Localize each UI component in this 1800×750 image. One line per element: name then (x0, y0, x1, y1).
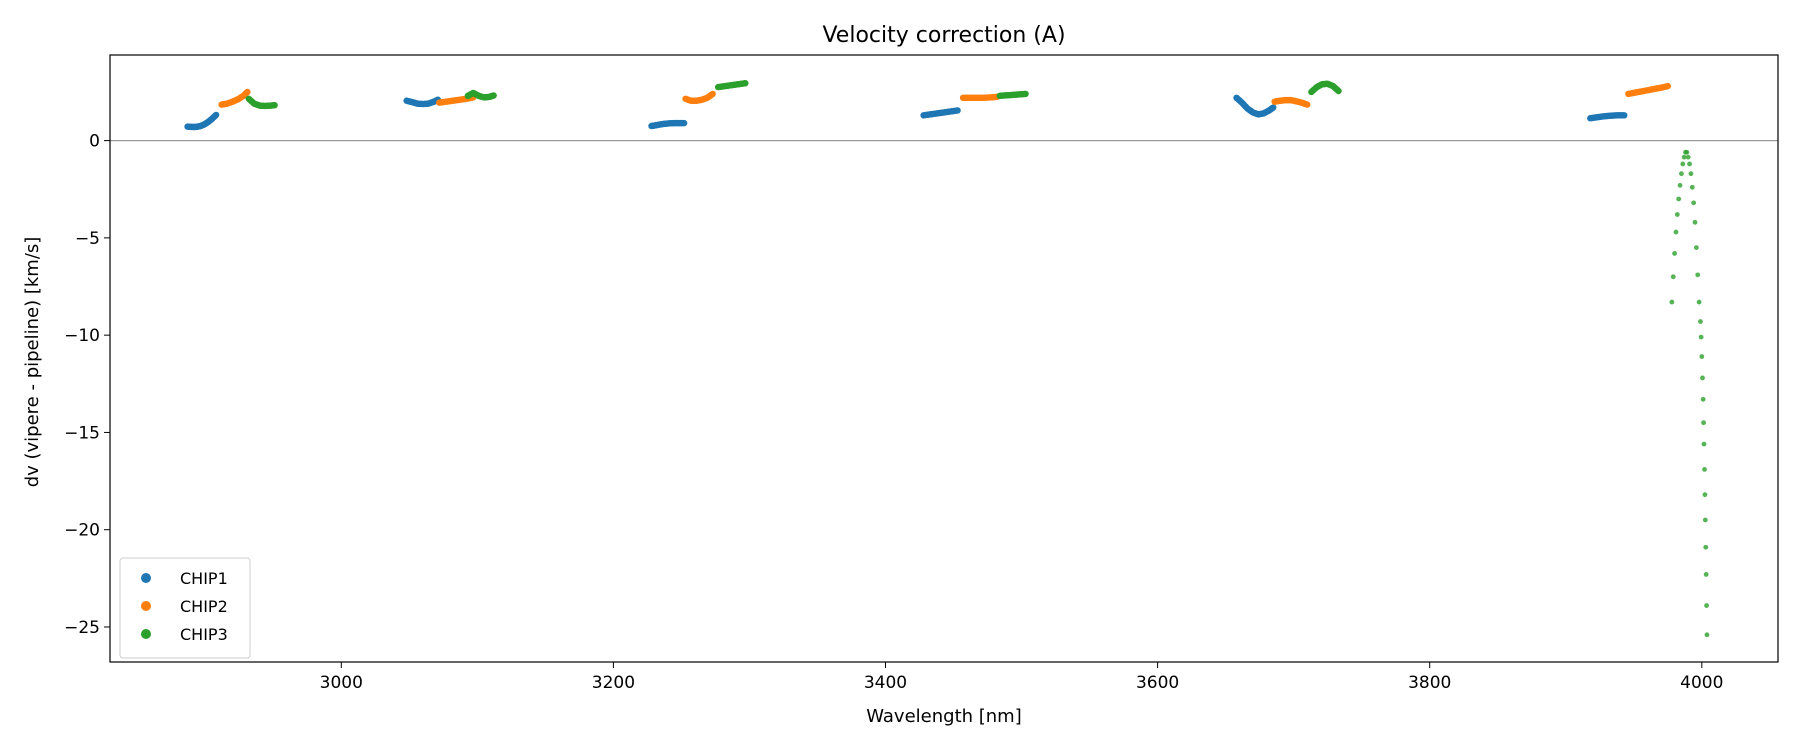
data-point (1684, 149, 1690, 155)
legend-marker-chip2 (141, 601, 151, 611)
data-point (1698, 319, 1703, 324)
y-tick-label: −20 (64, 521, 100, 541)
data-point (709, 90, 716, 98)
data-point (1703, 544, 1709, 550)
data-point (1664, 82, 1671, 90)
data-point (1672, 251, 1678, 256)
data-point (1696, 299, 1702, 305)
x-tick-label: 3600 (1136, 673, 1179, 693)
series-chip3 (245, 80, 1710, 638)
data-point (1700, 375, 1705, 381)
x-tick-label: 3800 (1408, 673, 1451, 693)
legend-marker-chip1 (141, 573, 151, 583)
series-chip2 (218, 82, 1671, 108)
series-chip1 (184, 94, 1628, 131)
data-point (1701, 441, 1707, 447)
data-point (1681, 154, 1687, 160)
x-axis-label: Wavelength [nm] (866, 706, 1022, 727)
legend-marker-chip3 (141, 629, 151, 639)
legend-label-chip1: CHIP1 (180, 569, 228, 588)
data-point (680, 119, 688, 127)
data-point (1674, 212, 1680, 217)
data-point (1679, 171, 1684, 177)
data-point (490, 92, 497, 99)
data-point (1704, 632, 1710, 638)
x-tick-label: 4000 (1680, 673, 1723, 693)
data-point (1703, 572, 1709, 577)
data-point (1691, 200, 1697, 206)
legend-box (119, 557, 251, 659)
data-point (1702, 466, 1707, 472)
data-point (1688, 171, 1694, 177)
plot-area (109, 54, 1779, 663)
y-tick-label: −25 (64, 618, 100, 638)
data-point (1699, 354, 1705, 359)
data-point (244, 88, 251, 96)
legend: CHIP1 CHIP2 CHIP3 (119, 557, 251, 659)
data-point (1701, 420, 1706, 426)
data-point (271, 101, 278, 109)
y-tick-label: −5 (75, 229, 100, 249)
plot-background (110, 55, 1778, 662)
data-point (1700, 396, 1706, 402)
data-point (1702, 517, 1708, 523)
x-axis-ticks: 3000 3200 3400 3600 3800 4000 (320, 662, 1723, 693)
data-point (1669, 299, 1675, 305)
chart-title: Velocity correction (A) (822, 23, 1065, 48)
data-point (1685, 154, 1691, 160)
data-point (212, 111, 220, 119)
y-tick-label: −10 (64, 326, 100, 346)
data-point (1680, 161, 1686, 167)
data-point (1670, 274, 1676, 280)
data-point (1692, 219, 1698, 225)
data-point (1676, 196, 1682, 202)
y-axis-label: dv (vipere - pipeline) [km/s] (22, 237, 43, 488)
data-point (1702, 492, 1708, 498)
x-tick-label: 3400 (864, 673, 907, 693)
data-point (1621, 112, 1628, 119)
data-point (1695, 272, 1701, 278)
data-point (1687, 161, 1692, 167)
data-point (1698, 334, 1704, 340)
data-point (1693, 245, 1699, 251)
y-tick-label: 0 (89, 132, 100, 152)
data-point (1022, 90, 1029, 98)
data-point (954, 107, 961, 114)
data-point (742, 80, 749, 87)
data-point (1704, 603, 1709, 608)
data-point (1689, 184, 1695, 190)
data-point (1304, 101, 1311, 108)
axes-frame (109, 54, 1779, 663)
data-point (1335, 87, 1342, 95)
x-tick-label: 3000 (320, 673, 363, 693)
x-tick-label: 3200 (592, 673, 635, 693)
y-axis-ticks: 0 −5 −10 −15 −20 −25 (64, 132, 110, 638)
data-point (1677, 182, 1683, 188)
legend-label-chip2: CHIP2 (180, 597, 228, 616)
data-point (1673, 229, 1679, 235)
data-point (1270, 104, 1277, 111)
legend-label-chip3: CHIP3 (180, 625, 228, 644)
y-tick-label: −15 (64, 423, 100, 443)
